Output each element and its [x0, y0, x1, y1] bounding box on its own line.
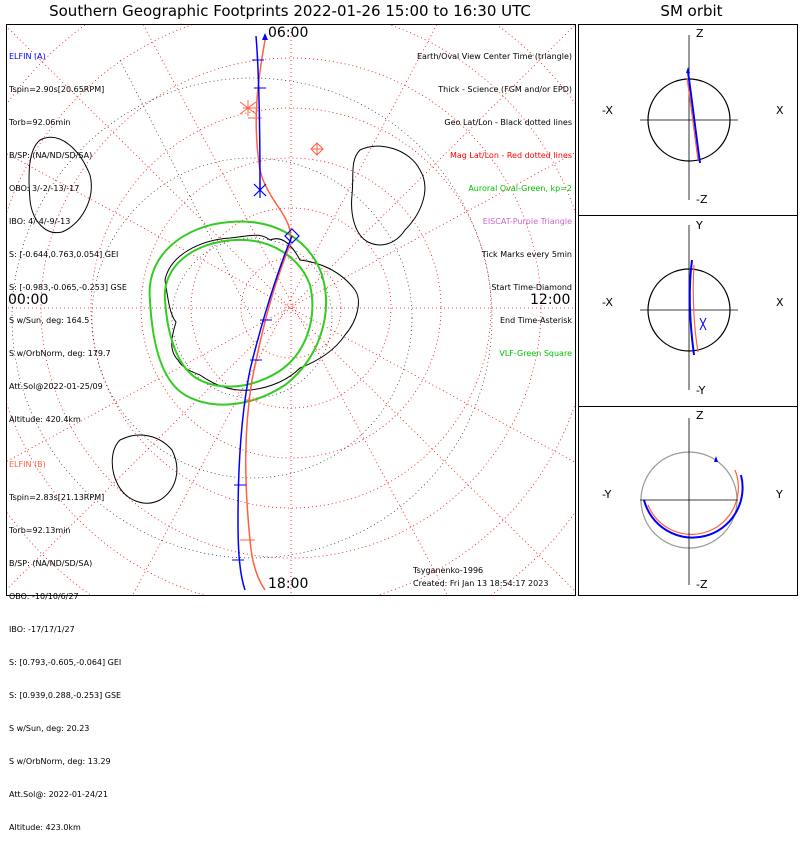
elfin-a-info-line: S: [-0.983,-0.065,-0.253] GSE	[9, 283, 127, 292]
elfin-a-header: ELFIN (A)	[9, 52, 46, 61]
sm-orbit-title: SM orbit	[660, 2, 723, 20]
elfin-a-info-line: Torb=92.06min	[9, 118, 71, 127]
elfin-b-info-line: Tspin=2.83s[21.13RPM]	[9, 493, 105, 502]
elfin-a-info-line: IBO: 4/-4/-9/-13	[9, 217, 71, 226]
elfin-a-footprint	[237, 35, 293, 591]
elfin-b-header: ELFIN (B)	[9, 460, 46, 469]
sm-axis-label: Y	[696, 219, 703, 232]
elfin-a-info-line: S: [-0.644,0.763,0.054] GEI	[9, 250, 119, 259]
sm-panel-xz	[640, 35, 738, 200]
sm-axis-label: -Z	[696, 578, 708, 591]
legend-item: Auroral Oval-Green, kp=2	[468, 184, 572, 193]
elfin-a-asterisk	[253, 182, 267, 198]
south-america-coastline	[351, 145, 426, 246]
elfin-b-info-line: IBO: -17/17/1/27	[9, 625, 75, 634]
footprint-map-frame	[6, 24, 576, 596]
elfin-b-info-line: S: [0.939,0.288,-0.253] GSE	[9, 691, 122, 700]
antarctica-coastline	[164, 234, 359, 391]
legend-item: Mag Lat/Lon - Red dotted lines	[449, 151, 572, 160]
sm-axis-label: Z	[696, 27, 704, 40]
elfin-b-info-line: OBO: -10/10/6/27	[9, 592, 79, 601]
sm-axis-label: -Z	[696, 193, 708, 206]
sm-panel-divider	[578, 215, 798, 216]
legend-item: Start Time-Diamond	[491, 283, 572, 292]
page-title: Southern Geographic Footprints 2022-01-2…	[49, 2, 531, 20]
legend-item: EISCAT-Purple Triangle	[482, 217, 572, 226]
legend-item: End Time-Asterisk	[499, 316, 572, 325]
elfin-a-info-line: OBO: 3/-2/-13/-17	[9, 184, 80, 193]
sm-panel-divider	[578, 406, 798, 407]
sm-axis-label: X	[776, 104, 784, 117]
elfin-b-asterisk	[239, 100, 257, 116]
elfin-a-start-diamond	[284, 228, 300, 244]
sm-axis-label: Z	[696, 409, 704, 422]
elfin-a-info-line: Att.Sol@2022-01-25/09	[9, 382, 103, 391]
africa-coastline	[28, 137, 92, 234]
elfin-b-info-line: S w/Sun, deg: 20.23	[9, 724, 90, 733]
australia-coastline	[111, 434, 178, 504]
elfin-b-info-line: B/SP: (NA/ND/SD/SA)	[9, 559, 93, 568]
elfin-a-info-line: Altitude: 420.4km	[9, 415, 81, 424]
sm-orbit-panels	[640, 35, 744, 585]
elfin-b-info-line: S: [0.793,-0.605,-0.064] GEI	[9, 658, 122, 667]
elfin-b-info-line: S w/OrbNorm, deg: 13.29	[9, 757, 111, 766]
view-center-triangle	[262, 33, 268, 40]
legend-item: Tick Marks every 5min	[481, 250, 572, 259]
elfin-a-info-line: S w/OrbNorm, deg: 179.7	[9, 349, 111, 358]
legend-item: VLF-Green Square	[499, 349, 572, 358]
auroral-oval	[148, 220, 327, 406]
credit-model: Tsyganenko-1996	[413, 566, 484, 575]
legend-item: Geo Lat/Lon - Black dotted lines	[444, 118, 572, 127]
elfin-a-tick-marks	[232, 59, 272, 561]
mag-lat-grid	[7, 25, 575, 595]
polar-footprint-map	[7, 25, 575, 595]
clock-label-right: 12:00	[530, 292, 571, 308]
clock-label-left: 00:00	[8, 292, 49, 308]
elfin-b-info-line: Att.Sol@: 2022-01-24/21	[9, 790, 108, 799]
legend-item: Thick - Science (FGM and/or EPD)	[438, 85, 572, 94]
sm-panel-xy	[640, 225, 738, 390]
sm-axis-label: -X	[602, 104, 613, 117]
elfin-a-info-line: Tspin=2.90s[20.65RPM]	[9, 85, 105, 94]
sm-axis-label: X	[776, 296, 784, 309]
sm-axis-label: Y	[776, 488, 783, 501]
legend-item: Earth/Oval View Center Time (triangle)	[416, 52, 572, 61]
elfin-a-info-line: B/SP: (NA/ND/SD/SA)	[9, 151, 93, 160]
clock-label-top: 06:00	[268, 25, 309, 41]
elfin-b-info-line: Altitude: 423.0km	[9, 823, 81, 832]
sm-panel-yz	[640, 418, 744, 585]
clock-label-bottom: 18:00	[268, 576, 309, 592]
elfin-b-info-line: Torb=92.13min	[9, 526, 71, 535]
sm-axis-label: -X	[602, 296, 613, 309]
credit-created: Created: Fri Jan 13 18:54:17 2023	[413, 579, 549, 588]
elfin-a-info-line: S w/Sun, deg: 164.5	[9, 316, 90, 325]
sm-orbit-frame	[578, 24, 798, 596]
sm-axis-label: -Y	[696, 384, 706, 397]
sm-axis-label: -Y	[602, 488, 612, 501]
